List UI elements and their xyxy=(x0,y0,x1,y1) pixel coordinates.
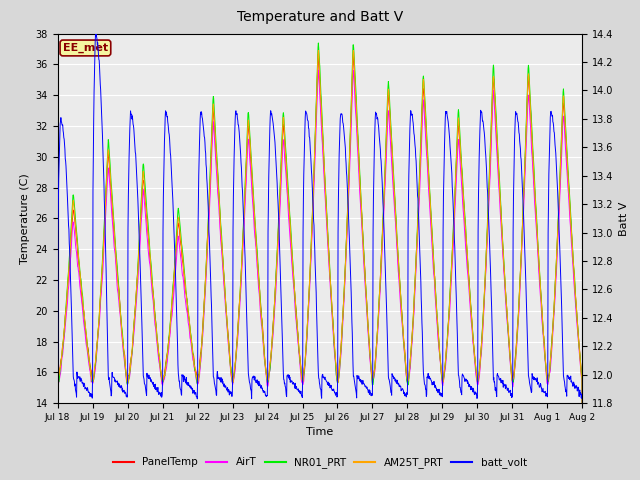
Y-axis label: Batt V: Batt V xyxy=(620,201,629,236)
Legend: PanelTemp, AirT, NR01_PRT, AM25T_PRT, batt_volt: PanelTemp, AirT, NR01_PRT, AM25T_PRT, ba… xyxy=(109,453,531,472)
X-axis label: Time: Time xyxy=(307,428,333,437)
Y-axis label: Temperature (C): Temperature (C) xyxy=(20,173,30,264)
Text: EE_met: EE_met xyxy=(63,43,108,53)
Text: Temperature and Batt V: Temperature and Batt V xyxy=(237,10,403,24)
